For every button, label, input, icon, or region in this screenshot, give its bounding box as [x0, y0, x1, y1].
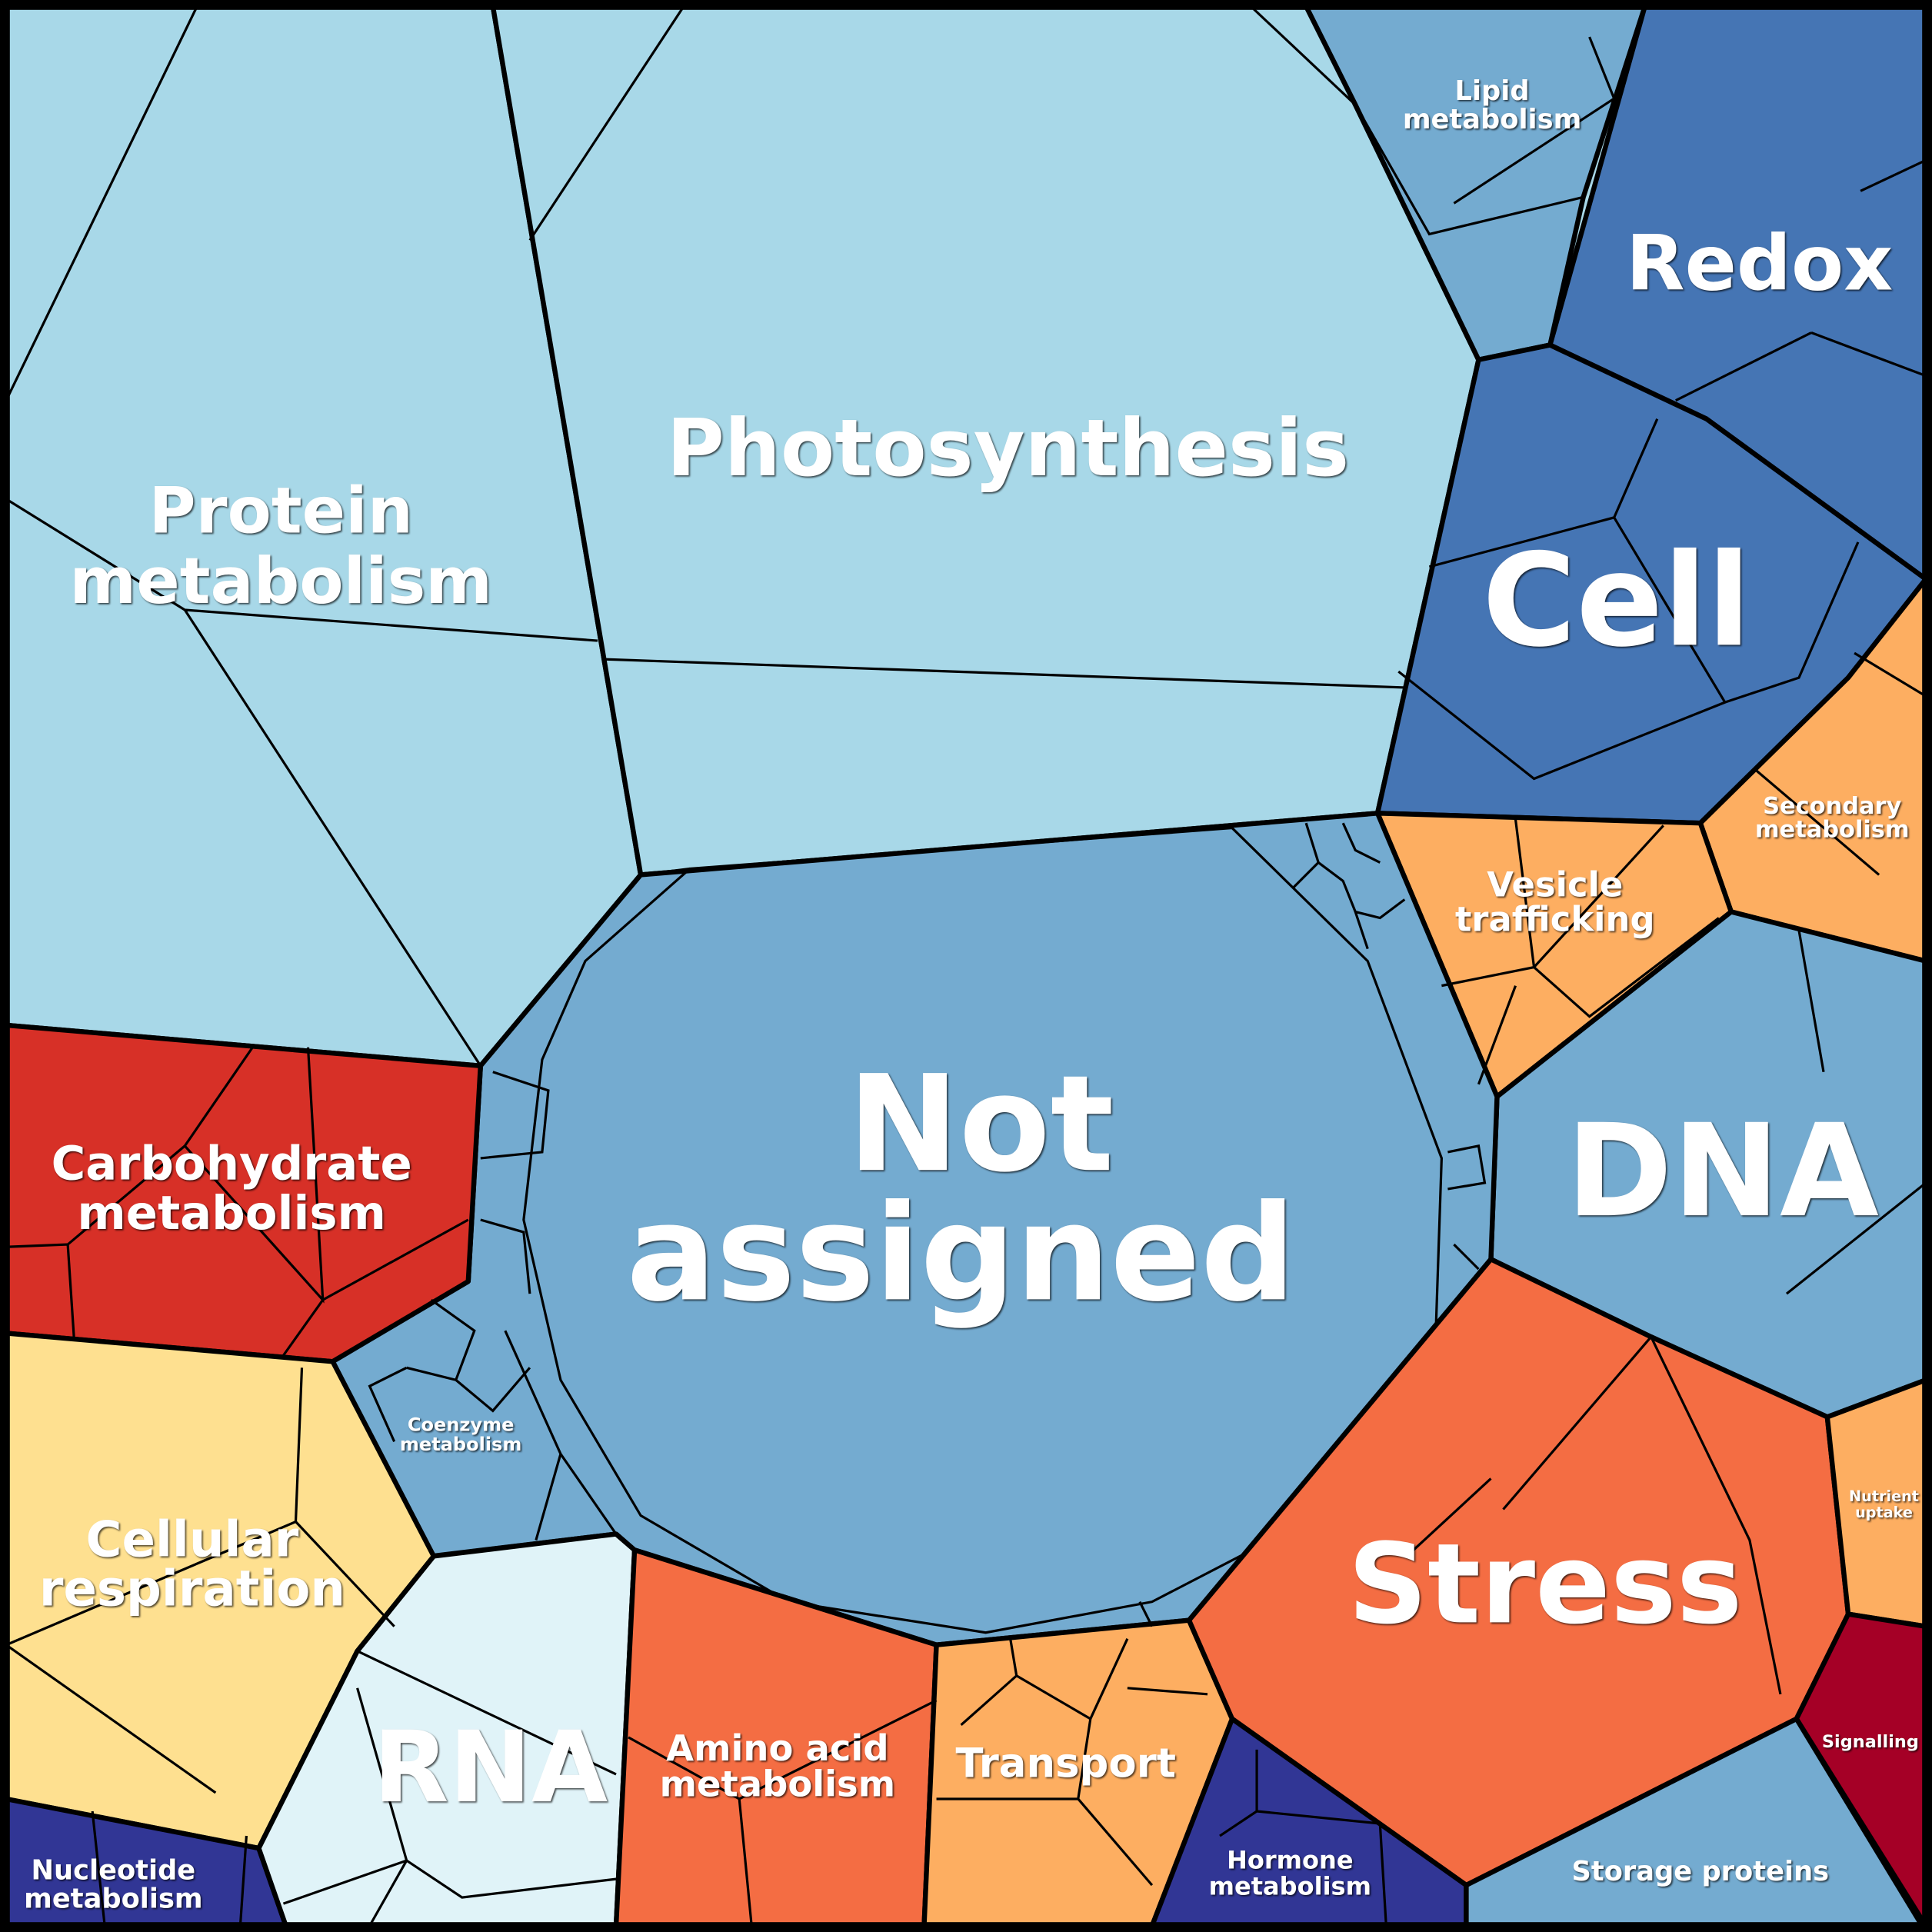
cell-label: Not — [848, 1046, 1114, 1201]
cell-label: metabolism — [24, 1883, 203, 1914]
cell-label: Carbohydrate — [52, 1137, 412, 1191]
cell-label: Nutrient — [1849, 1487, 1919, 1505]
cell-label: assigned — [626, 1175, 1295, 1331]
cell-label: Signalling — [1822, 1732, 1919, 1752]
cell-label: Cellular — [85, 1511, 298, 1568]
cell-label: metabolism — [1403, 104, 1582, 135]
cell-label: Photosynthesis — [667, 403, 1350, 495]
cell-label: Storage proteins — [1571, 1856, 1829, 1887]
cell-label: metabolism — [77, 1186, 386, 1241]
sub-lines — [5, 5, 1927, 1927]
fine-lines — [368, 822, 1492, 1627]
cell-label: Coenzyme — [408, 1414, 514, 1436]
cell-label: metabolism — [69, 544, 492, 618]
cell-label: Lipid — [1455, 75, 1530, 107]
cell-label: metabolism — [1209, 1871, 1371, 1900]
not-assigned-core — [522, 826, 1443, 1634]
cell-label: DNA — [1566, 1097, 1879, 1246]
cell-label: Amino acid — [666, 1727, 888, 1769]
cell-label: Secondary — [1763, 793, 1901, 820]
cell-label: metabolism — [400, 1434, 521, 1455]
cell-label: Nucleotide — [32, 1855, 196, 1887]
cell-label: respiration — [39, 1561, 345, 1617]
cell-label: Cell — [1482, 526, 1751, 675]
cell-label: Hormone — [1227, 1846, 1354, 1875]
sub-cells — [5, 5, 1927, 1927]
cell-label: Redox — [1626, 220, 1893, 308]
cell-label: Protein — [148, 474, 413, 548]
cell-label: Stress — [1347, 1520, 1742, 1649]
cell-label: metabolism — [660, 1763, 895, 1804]
cell-label: RNA — [373, 1710, 608, 1825]
cell-label: metabolism — [1755, 816, 1910, 843]
cell-label: uptake — [1855, 1504, 1913, 1521]
cell-label: Vesicle — [1487, 864, 1623, 904]
cell-label: Transport — [955, 1740, 1176, 1787]
cell-label: trafficking — [1455, 898, 1655, 939]
